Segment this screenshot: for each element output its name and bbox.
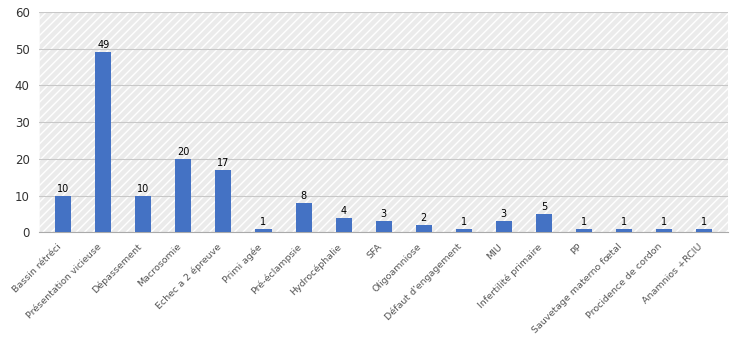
Bar	[336, 218, 351, 232]
Text: 1: 1	[701, 217, 707, 227]
Text: 5: 5	[541, 202, 547, 212]
Bar	[176, 159, 191, 232]
Text: 1: 1	[661, 217, 667, 227]
Text: 10: 10	[137, 184, 149, 194]
Text: 1: 1	[461, 217, 467, 227]
Text: 4: 4	[340, 206, 347, 216]
Bar	[256, 228, 271, 232]
Text: 2: 2	[420, 213, 427, 223]
Text: 8: 8	[301, 191, 306, 201]
Text: 1: 1	[260, 217, 267, 227]
Bar	[96, 52, 111, 232]
Bar	[576, 228, 592, 232]
Bar	[496, 221, 512, 232]
Text: 10: 10	[57, 184, 69, 194]
Text: 3: 3	[501, 209, 507, 220]
Bar	[696, 228, 712, 232]
Text: 17: 17	[218, 158, 229, 168]
Text: 1: 1	[621, 217, 627, 227]
Bar	[376, 221, 392, 232]
Text: 1: 1	[581, 217, 587, 227]
Bar	[656, 228, 672, 232]
Text: 20: 20	[177, 147, 190, 157]
Bar	[456, 228, 472, 232]
Bar	[416, 225, 431, 232]
Bar	[295, 203, 312, 232]
Bar	[616, 228, 632, 232]
Bar	[135, 196, 151, 232]
Bar	[536, 214, 552, 232]
Text: 49: 49	[97, 40, 110, 51]
Text: 3: 3	[381, 209, 387, 220]
Bar	[215, 170, 232, 232]
Bar	[55, 196, 71, 232]
